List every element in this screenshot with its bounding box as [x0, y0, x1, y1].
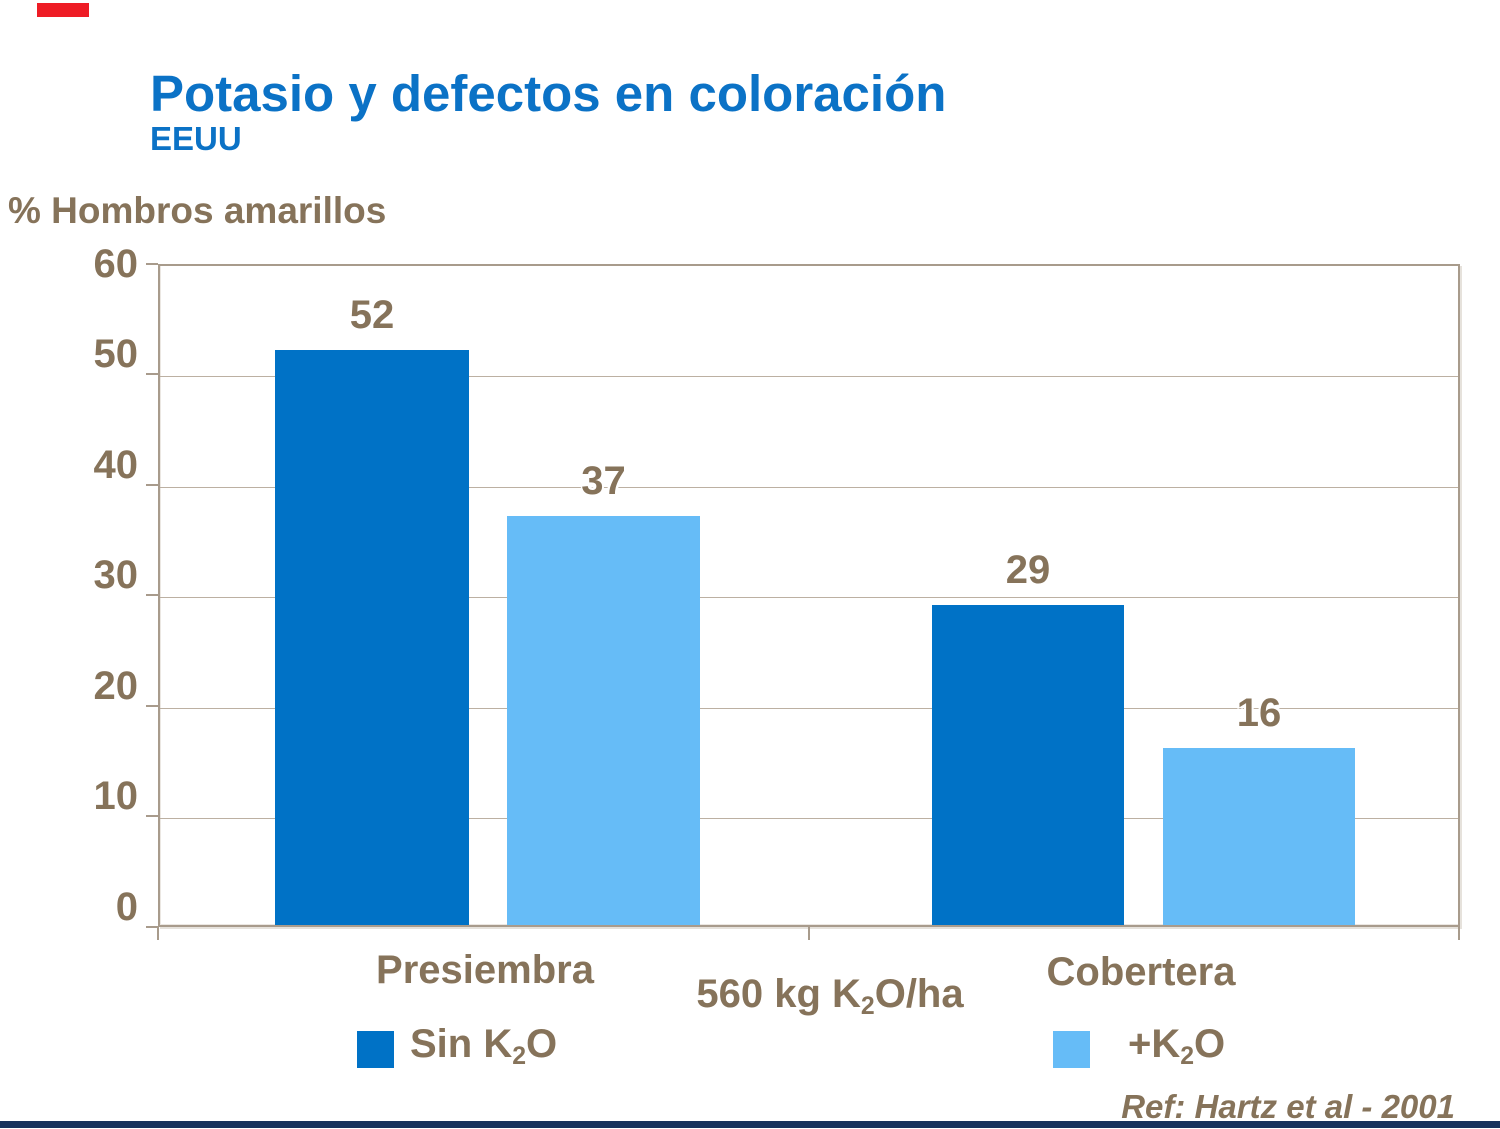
y-tick-mark	[146, 484, 158, 486]
legend-swatch-sin-k2o	[357, 1031, 394, 1068]
y-tick-mark	[146, 263, 158, 265]
legend-label-plus-k2o: +K2O	[1128, 1022, 1226, 1070]
y-tick-label-60: 60	[93, 242, 139, 286]
chart-plot-area: 52 37 29 16	[158, 264, 1460, 927]
bar-value-label: 29	[1005, 548, 1051, 592]
y-tick-mark	[146, 815, 158, 817]
y-tick-label-50: 50	[93, 332, 139, 376]
bar-rect	[507, 516, 700, 925]
bar-rect	[1163, 748, 1355, 925]
legend-text-tail: O	[526, 1022, 558, 1066]
gridline-10	[160, 818, 1458, 819]
gridline-30	[160, 597, 1458, 598]
y-tick-mark	[146, 926, 158, 928]
y-tick-mark	[146, 373, 158, 375]
bar-rect	[932, 605, 1124, 925]
x-tick-mark-left	[157, 927, 159, 940]
x-tick-mark-center	[808, 927, 810, 940]
bar-rect	[275, 350, 469, 925]
y-tick-label-10: 10	[93, 774, 139, 818]
legend-text-base: +K	[1128, 1022, 1181, 1066]
y-tick-mark	[146, 705, 158, 707]
slide-footer-navy-bar	[0, 1121, 1500, 1128]
y-tick-label-30: 30	[93, 553, 139, 597]
x-note-subscript: 2	[860, 992, 875, 1020]
legend-label-sin-k2o: Sin K2O	[410, 1022, 558, 1070]
y-tick-label-20: 20	[93, 664, 139, 708]
legend-swatch-plus-k2o	[1053, 1031, 1090, 1068]
slide-accent-red-bar	[37, 3, 89, 17]
legend-text-base: Sin K	[410, 1022, 513, 1066]
gridline-50	[160, 376, 1458, 377]
bar-presiembra-plus-k2o: 37	[507, 266, 700, 925]
slide-title: Potasio y defectos en coloración	[150, 65, 947, 122]
legend-text-tail: O	[1194, 1022, 1226, 1066]
reference-citation: Ref: Hartz et al - 2001	[1121, 1088, 1455, 1125]
y-tick-label-40: 40	[93, 443, 139, 487]
legend-text-subscript: 2	[1180, 1042, 1195, 1070]
y-tick-label-0: 0	[115, 885, 138, 929]
y-tick-mark	[146, 594, 158, 596]
x-axis-annotation: 560 kg K2O/ha	[655, 972, 1005, 1020]
bar-presiembra-sin-k2o: 52	[275, 266, 469, 925]
x-note-tail: O/ha	[874, 972, 964, 1016]
slide-subtitle: EEUU	[150, 120, 242, 157]
bar-cobertera-sin-k2o: 29	[932, 266, 1124, 925]
legend-text-subscript: 2	[512, 1042, 527, 1070]
bar-value-label: 52	[349, 293, 395, 337]
category-label-cobertera: Cobertera	[1046, 950, 1236, 994]
x-tick-mark-right	[1458, 927, 1460, 940]
bar-value-label: 16	[1236, 691, 1282, 735]
x-note-base: 560 kg K	[696, 972, 861, 1016]
y-axis-title: % Hombros amarillos	[8, 190, 387, 231]
bar-cobertera-plus-k2o: 16	[1163, 266, 1355, 925]
gridline-20	[160, 708, 1458, 709]
bar-value-label: 37	[581, 459, 626, 503]
category-label-presiembra: Presiembra	[376, 948, 594, 992]
gridline-40	[160, 487, 1458, 488]
